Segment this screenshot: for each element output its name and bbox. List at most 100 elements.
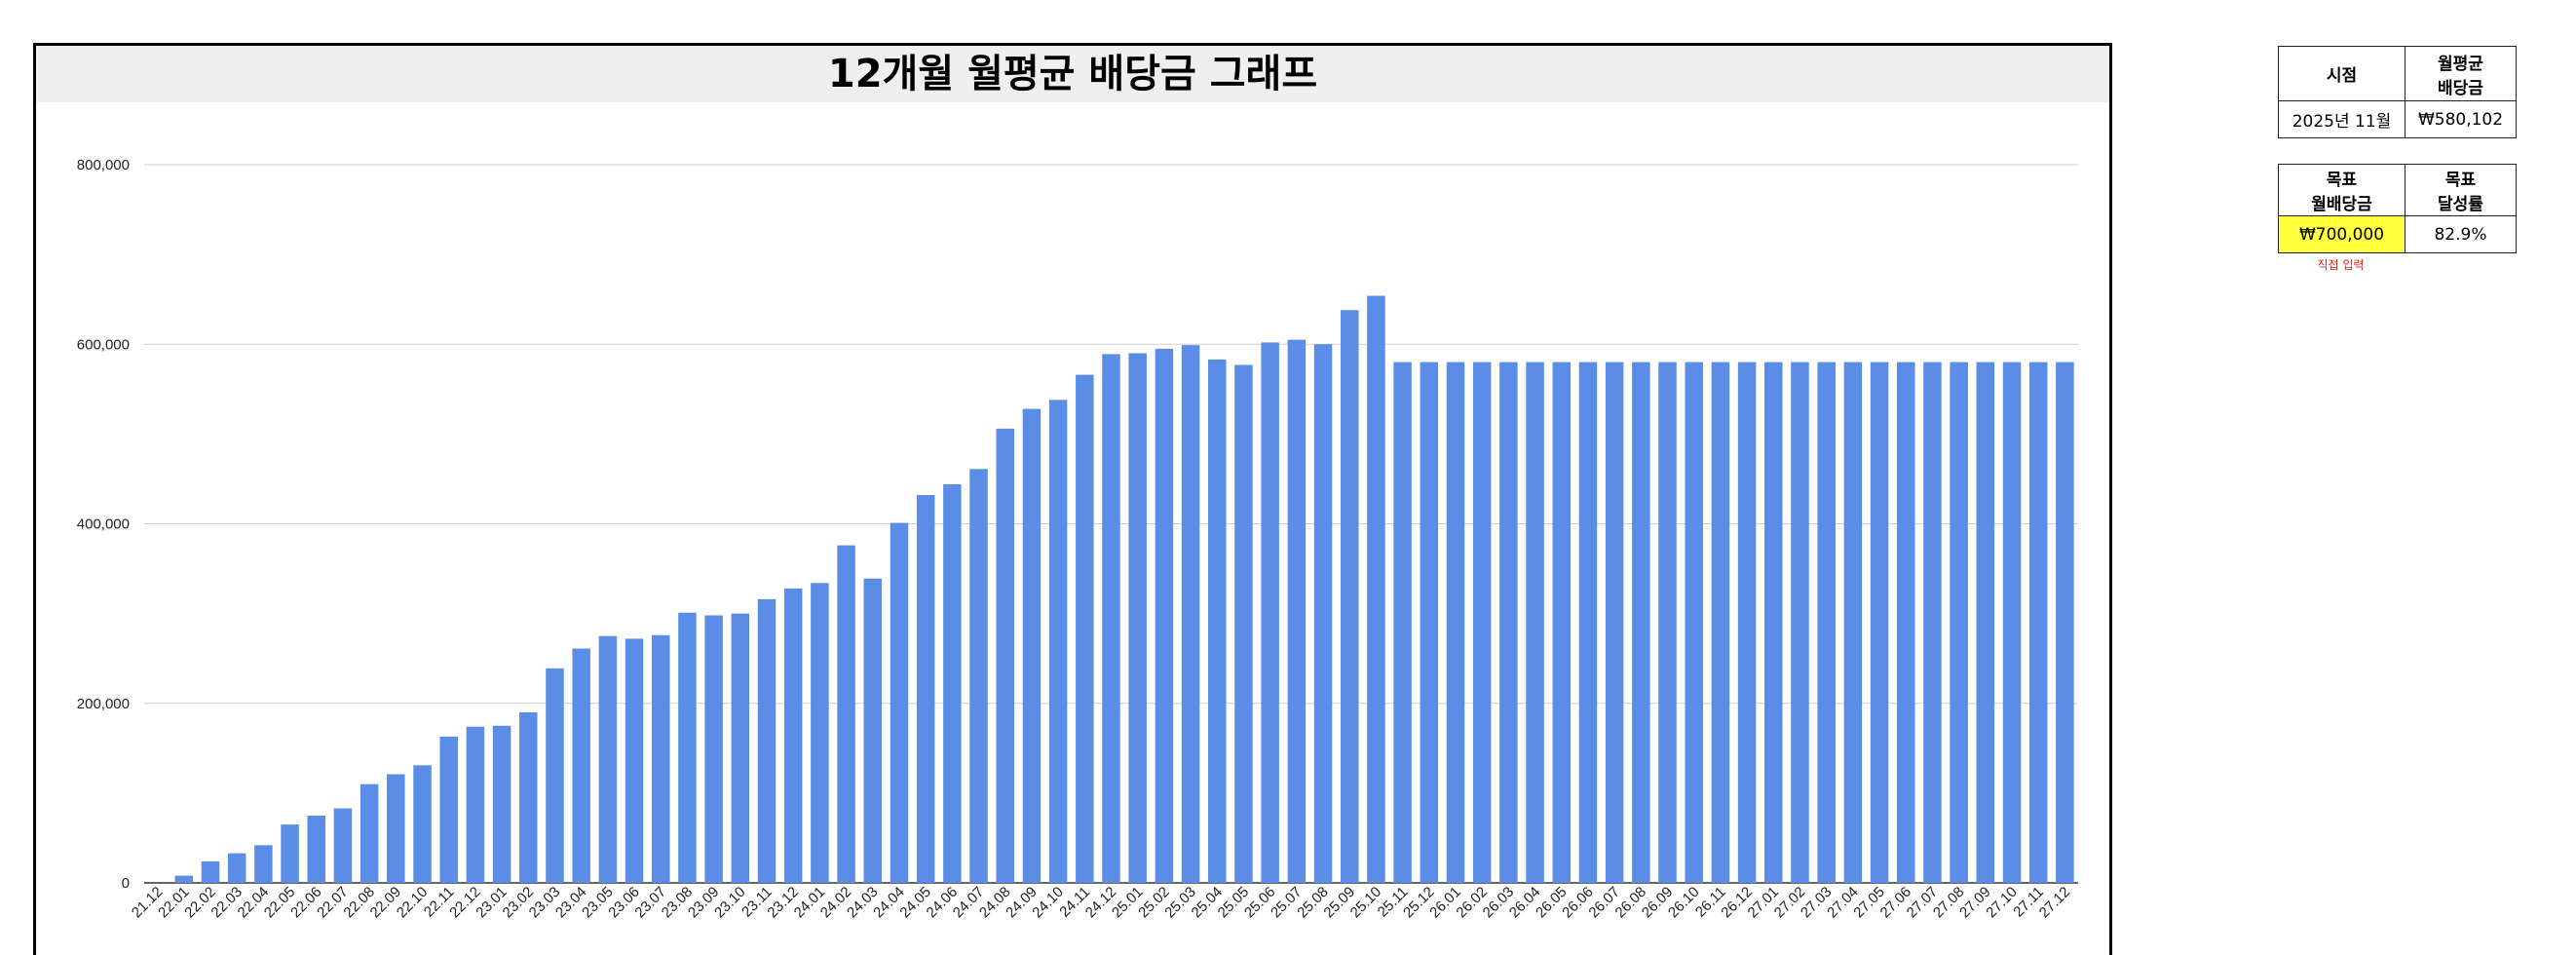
x-tick-label: 24.10 <box>1029 884 1067 922</box>
bar <box>890 522 909 883</box>
bar <box>1208 359 1227 883</box>
chart-title: 12개월 월평균 배당금 그래프 <box>827 52 1318 96</box>
bar <box>307 815 325 883</box>
achievement-rate-cell[interactable]: 82.9% <box>2405 215 2517 253</box>
bar <box>1472 362 1492 883</box>
bar <box>333 808 353 883</box>
bar <box>2028 362 2048 883</box>
y-tick-label: 800,000 <box>77 157 130 173</box>
bar <box>1420 362 1439 883</box>
x-tick-label: 22.10 <box>394 884 432 922</box>
y-tick-label: 200,000 <box>77 696 130 712</box>
bar <box>1552 362 1572 883</box>
bar <box>572 648 590 883</box>
bar <box>1950 362 1968 883</box>
bar <box>1976 362 1995 883</box>
y-tick-label: 400,000 <box>77 516 130 533</box>
manual-input-note: 직접 입력 <box>2317 258 2365 272</box>
achievement-header: 목표 달성률 <box>2405 164 2517 216</box>
time-cell[interactable]: 2025년 11월 <box>2278 100 2406 138</box>
bar <box>201 860 220 883</box>
bar <box>1022 408 1042 883</box>
bar <box>837 545 855 883</box>
y-tick-label: 0 <box>122 875 130 892</box>
bar <box>1393 362 1412 883</box>
bar <box>1340 310 1359 883</box>
bar <box>969 469 988 883</box>
bar <box>916 495 935 883</box>
bar <box>1128 353 1147 883</box>
bar <box>466 726 485 883</box>
bar <box>492 725 511 883</box>
target-input-cell[interactable]: ₩700,000 <box>2278 215 2406 253</box>
y-tick-label: 600,000 <box>77 336 130 353</box>
bar <box>678 612 697 883</box>
bar <box>227 853 246 883</box>
bar-chart: 0200,000400,000600,000800,00021.1222.012… <box>77 157 2078 922</box>
bar <box>1658 362 1677 883</box>
bar <box>1897 362 1915 883</box>
bar <box>1737 362 1757 883</box>
bar <box>811 583 829 883</box>
bar <box>651 634 670 883</box>
avg-dividend-header-line2: 배당금 <box>2438 78 2483 98</box>
x-tick-label: 23.10 <box>711 884 749 922</box>
bar <box>1817 362 1836 883</box>
bar <box>1526 362 1544 883</box>
bar <box>1076 374 1094 883</box>
bar <box>1605 362 1624 883</box>
chart-panel: 12개월 월평균 배당금 그래프 0 200,000 400,000 600,000 8… <box>33 43 2112 955</box>
bar <box>1446 362 1465 883</box>
bar <box>1234 364 1253 884</box>
achievement-header-line1: 목표 <box>2444 171 2477 190</box>
bar <box>943 483 962 883</box>
target-header: 목표 월배당금 <box>2278 164 2406 216</box>
bar <box>1764 362 1783 883</box>
target-header-line1: 목표 <box>2326 171 2358 190</box>
bar <box>598 635 618 883</box>
x-tick-label: 26.10 <box>1665 884 1703 922</box>
bar <box>1632 362 1650 883</box>
bar <box>863 578 883 883</box>
bar <box>519 711 538 883</box>
bar <box>1791 362 1809 883</box>
bar <box>1287 339 1307 883</box>
bar <box>625 638 644 883</box>
bar <box>413 765 432 883</box>
bar <box>281 824 299 883</box>
x-tick-label: 27.10 <box>1983 884 2021 922</box>
bar <box>1181 345 1200 883</box>
bar <box>387 774 405 883</box>
avg-dividend-cell[interactable]: ₩580,102 <box>2405 100 2517 138</box>
bar <box>1923 362 1942 883</box>
bar <box>783 588 803 883</box>
bar <box>1578 362 1598 883</box>
bar <box>254 845 273 883</box>
avg-dividend-header-line1: 월평균 <box>2438 54 2483 74</box>
bar <box>1685 362 1703 883</box>
goal-table: 목표 월배당금 목표 달성률 ₩700,000 82.9% <box>2278 164 2517 253</box>
bar <box>2056 362 2074 883</box>
bar <box>1870 362 1889 883</box>
bar <box>1843 362 1863 883</box>
bar <box>996 428 1014 883</box>
bar <box>704 615 723 883</box>
bar <box>1261 342 1279 884</box>
bar <box>439 736 458 883</box>
bar <box>757 598 777 883</box>
target-header-line2: 월배당금 <box>2311 195 2372 214</box>
bar <box>731 613 750 883</box>
bar <box>1155 348 1174 883</box>
bar <box>360 783 379 883</box>
avg-dividend-header: 월평균 배당금 <box>2405 46 2517 101</box>
achievement-header-line2: 달성률 <box>2438 195 2483 214</box>
bar <box>2002 362 2022 883</box>
bar <box>1102 354 1120 883</box>
summary-table: 시점 월평균 배당금 2025년 11월 ₩580,102 <box>2278 46 2517 138</box>
bar <box>1711 362 1730 883</box>
bar <box>546 668 564 883</box>
x-tick-label: 27.12 <box>2036 884 2074 922</box>
bar <box>1313 344 1333 883</box>
x-tick-label: 25.10 <box>1347 884 1385 922</box>
bar <box>174 875 194 883</box>
